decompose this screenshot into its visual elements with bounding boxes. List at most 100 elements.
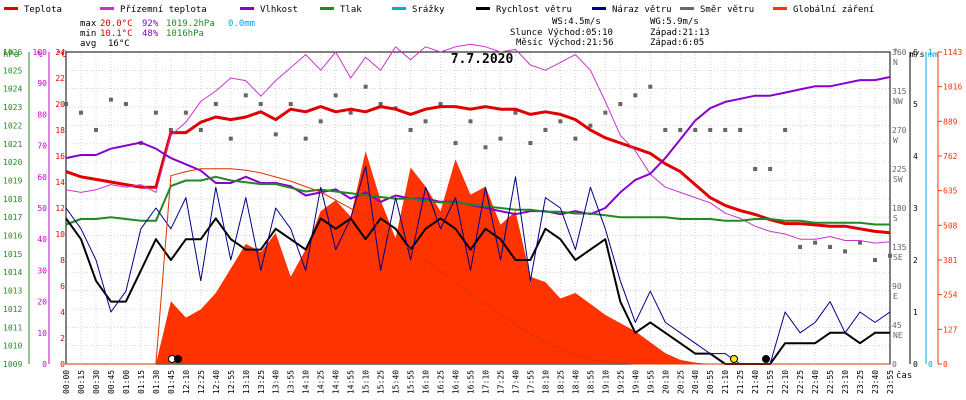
- axis-label-direction: °: [893, 48, 898, 58]
- x-tick-label: 01:30: [152, 370, 161, 394]
- wind-direction-point: [363, 84, 368, 89]
- tick-hpa: 1012: [3, 305, 22, 314]
- stats-block: max 20.0°C 92% 1019.2hPa 0.0mm min 10.1°C 48% 10…: [80, 17, 710, 49]
- wind-direction-point: [498, 136, 503, 141]
- stat-avg-label: avg: [80, 39, 96, 49]
- tick-direction-name: NE: [893, 331, 903, 340]
- wind-direction-point: [618, 102, 623, 106]
- stat-moon-rise: Měsíc Východ:21:56: [516, 38, 614, 48]
- x-tick-label: 20:40: [691, 370, 700, 394]
- wind-direction-point: [813, 240, 818, 245]
- x-tick-label: 19:25: [616, 370, 625, 394]
- tick-hpa: 1014: [3, 268, 22, 277]
- tick-celsius: 2: [60, 334, 65, 343]
- tick-hpa: 1011: [3, 323, 22, 332]
- tick-percent: 60: [37, 173, 47, 182]
- tick-hpa: 1010: [3, 342, 22, 351]
- tick-radiation: 1143: [943, 48, 962, 57]
- tick-wind: 2: [913, 256, 918, 265]
- wind-direction-point: [678, 128, 683, 132]
- tick-wind: 1: [913, 308, 918, 317]
- tick-radiation: 254: [943, 291, 958, 300]
- legend: Teplota Přízemní teplota Vlhkost Tlak Srážky…: [4, 5, 874, 15]
- wind-direction-point: [483, 145, 488, 150]
- x-tick-label: 19:55: [646, 370, 655, 394]
- wind-direction-point: [228, 136, 233, 141]
- x-tick-label: 20:55: [706, 370, 715, 394]
- legend-swatch: [592, 7, 606, 10]
- tick-hpa: 1020: [3, 158, 22, 167]
- wind-direction-point: [888, 253, 892, 258]
- tick-radiation: 762: [943, 152, 958, 161]
- legend-label: Rychlost větru: [496, 5, 572, 15]
- wind-direction-point: [708, 128, 713, 132]
- tick-direction: 270: [892, 126, 907, 135]
- series-line: [65, 105, 891, 235]
- axis-label-percent: %: [37, 50, 43, 60]
- legend-label: Přízemní teplota: [120, 5, 207, 15]
- x-tick-label: 20:25: [676, 370, 685, 394]
- x-tick-label: 12:25: [197, 370, 206, 394]
- tick-direction: 45: [892, 321, 902, 330]
- tick-celsius: 4: [60, 308, 65, 317]
- tick-rain: 1: [928, 48, 933, 57]
- tick-celsius: 24: [55, 48, 65, 57]
- wind-direction-point: [663, 128, 668, 132]
- x-tick-label: 18:55: [586, 370, 595, 394]
- x-tick-label: 00:15: [77, 370, 86, 394]
- legend-label: Směr větru: [700, 5, 754, 15]
- stat-max-temp: 20.0°C: [100, 19, 133, 29]
- legend-swatch: [392, 7, 406, 10]
- tick-radiation: 508: [943, 221, 958, 230]
- wind-direction-point: [633, 93, 638, 98]
- wind-direction-point: [123, 102, 128, 106]
- tick-celsius: 6: [60, 282, 65, 291]
- stat-ws: WS:4.5m/s: [552, 17, 601, 27]
- axis-label-hpa: hPa: [3, 50, 19, 60]
- tick-percent: 10: [37, 329, 47, 338]
- wind-direction-point: [438, 102, 443, 106]
- tick-percent: 70: [37, 142, 47, 151]
- wind-direction-point: [64, 102, 68, 106]
- x-tick-label: 14:55: [347, 370, 356, 394]
- x-tick-label: 21:25: [736, 370, 745, 394]
- axis-label-celsius: °C: [56, 50, 67, 60]
- tick-hpa: 1024: [3, 85, 22, 94]
- x-ticks: 00:00 00:15 00:30 00:45 01:00 01:15 01:30 01:45…: [62, 370, 912, 394]
- x-tick-label: 13:25: [257, 370, 266, 394]
- tick-direction-name: SW: [893, 175, 903, 184]
- x-tick-label: 22:40: [811, 370, 820, 394]
- wind-direction-point: [453, 141, 458, 145]
- wind-direction-point: [753, 167, 758, 171]
- stat-max-rain: 0.0mm: [228, 19, 255, 29]
- x-tick-label: 15:40: [392, 370, 401, 394]
- wind-direction-point: [288, 102, 293, 106]
- sun-moon-marker: [730, 355, 738, 363]
- x-tick-label: 01:00: [122, 370, 131, 394]
- axes: hPa% °C1026102510241023102210211020101910…: [3, 48, 962, 369]
- tick-direction: 0: [892, 360, 897, 369]
- tick-direction-name: E: [893, 292, 898, 301]
- wind-direction-point: [213, 102, 218, 106]
- wind-direction-point: [768, 167, 773, 171]
- x-tick-label: 17:25: [496, 370, 505, 394]
- tick-radiation: 127: [943, 325, 958, 334]
- tick-hpa: 1013: [3, 287, 22, 296]
- x-tick-label: 23:10: [841, 370, 850, 394]
- axis-label-rain: mm: [928, 50, 938, 59]
- x-tick-label: 00:45: [107, 370, 116, 394]
- wind-direction-point: [78, 110, 83, 115]
- tick-hpa: 1023: [3, 103, 22, 112]
- tick-direction: 315: [892, 87, 907, 96]
- series-line: [65, 175, 890, 226]
- x-tick-label: 18:25: [556, 370, 565, 394]
- x-tick-label: 13:10: [242, 370, 251, 394]
- tick-direction-name: W: [893, 136, 898, 145]
- tick-direction: 135: [892, 243, 907, 252]
- x-tick-label: 22:25: [796, 370, 805, 394]
- tick-celsius: 0: [60, 360, 65, 369]
- wind-direction-point: [558, 119, 563, 124]
- wind-direction-point: [783, 128, 788, 132]
- tick-direction: 90: [892, 282, 902, 291]
